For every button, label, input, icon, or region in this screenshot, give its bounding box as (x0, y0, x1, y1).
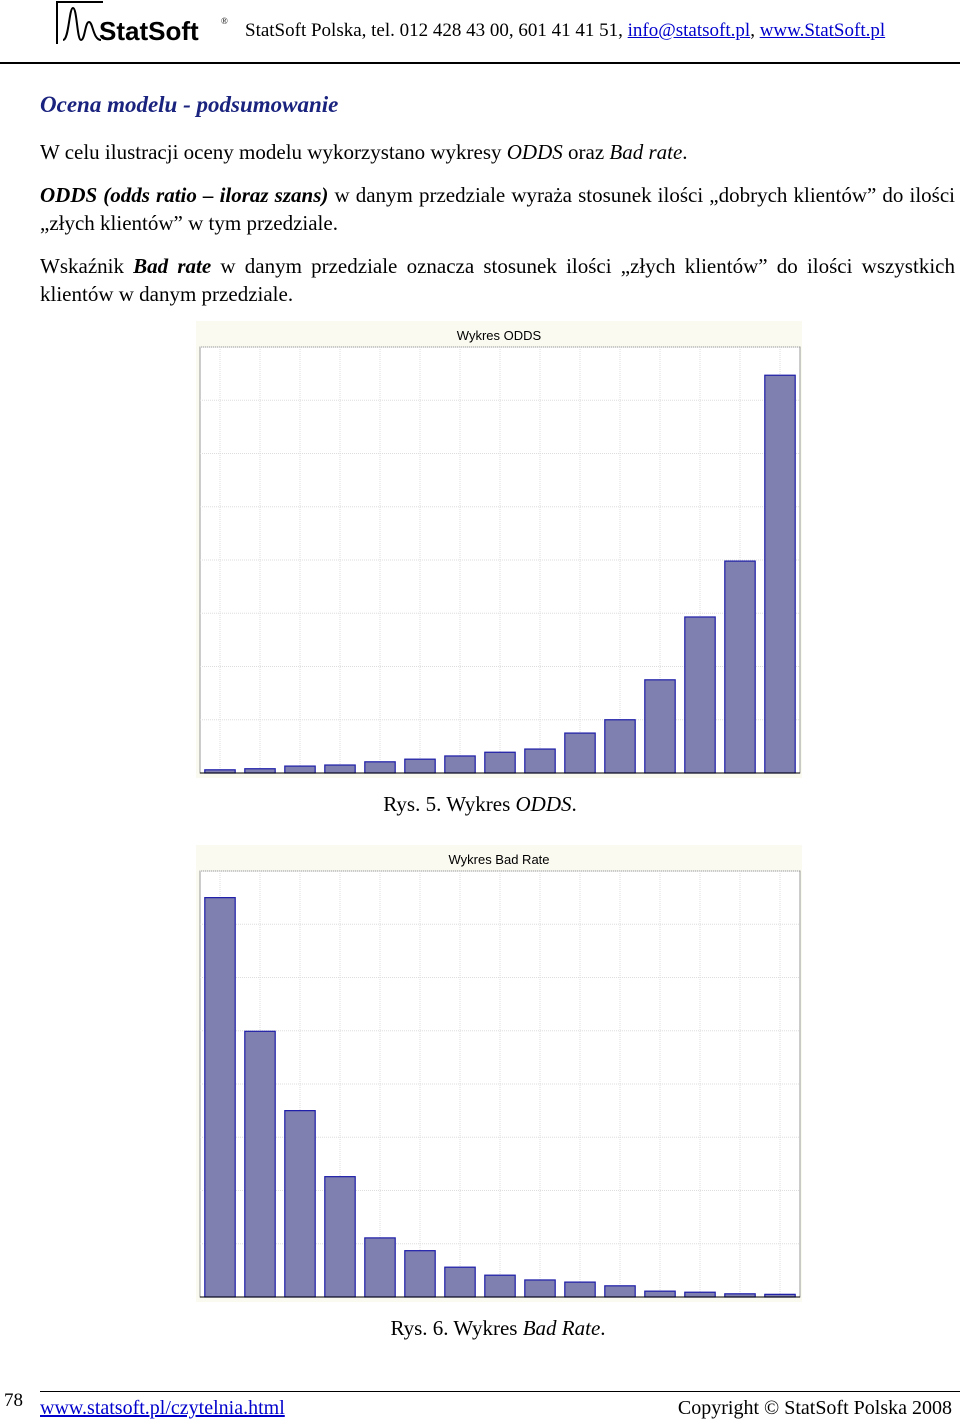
caption: Rys. 6. Wykres Bad Rate. (0, 1316, 960, 1341)
text: Rys. 6. Wykres (390, 1316, 523, 1340)
paragraph: Wskaźnik Bad rate w danym przedziale ozn… (40, 252, 955, 308)
logo: StatSoft ® (55, 0, 230, 48)
chart-title: Wykres ODDS (457, 328, 542, 343)
bar (764, 374, 796, 774)
bar (524, 1279, 556, 1298)
separator: , (750, 20, 760, 41)
bar (404, 758, 436, 774)
logo-text: StatSoft (99, 16, 199, 46)
bar (444, 1266, 476, 1298)
bar (644, 679, 676, 774)
bar (524, 748, 556, 774)
bar (364, 1237, 396, 1298)
text: . (682, 140, 688, 164)
page-number: 78 (4, 1390, 23, 1411)
text: w danym przedziale oznacza stosunek iloś… (40, 254, 955, 306)
bar (684, 616, 716, 774)
header-rule (0, 62, 960, 64)
bar (564, 732, 596, 774)
bar (324, 764, 356, 774)
bar (724, 560, 756, 774)
bar (284, 765, 316, 774)
bar (364, 761, 396, 774)
contact-text: StatSoft Polska, tel. 012 428 43 00, 601… (245, 20, 628, 41)
text: Wskaźnik (40, 254, 134, 278)
web-link[interactable]: www.StatSoft.pl (759, 20, 886, 41)
paragraph: W celu ilustracji oceny modelu wykorzyst… (40, 138, 955, 166)
chart: Wykres Bad Rate (196, 845, 802, 1302)
bar (204, 897, 236, 1298)
bar (604, 719, 636, 774)
bar (604, 1285, 636, 1298)
text: . (571, 792, 577, 816)
text: Bad Rate (522, 1316, 601, 1340)
text: oraz (562, 140, 610, 164)
text: ODDS (515, 792, 572, 816)
bar (684, 1291, 716, 1298)
chart-title: Wykres Bad Rate (448, 852, 549, 867)
paragraph: ODDS (odds ratio – iloraz szans) w danym… (40, 181, 955, 237)
email-link[interactable]: info@statsoft.pl (627, 20, 751, 41)
bar (644, 1290, 676, 1298)
footer-link[interactable]: www.statsoft.pl/czytelnia.html (40, 1397, 285, 1419)
text: ODDS (506, 140, 563, 164)
logo-icon (56, 1, 103, 44)
bar (244, 1030, 276, 1298)
bar (284, 1110, 316, 1298)
text: . (600, 1316, 606, 1340)
bar (564, 1281, 596, 1298)
text: Bad rate (609, 140, 683, 164)
footer-rule (40, 1391, 960, 1392)
bar (484, 1274, 516, 1298)
heading: Ocena modelu - podsumowanie (40, 92, 339, 117)
bar (444, 755, 476, 774)
chart: Wykres ODDS (196, 321, 802, 778)
bar (404, 1250, 436, 1298)
logo-mark: ® (221, 16, 228, 26)
header-contact: StatSoft Polska, tel. 012 428 43 00, 601… (245, 20, 885, 42)
text: w danym przedziale wyraża stosunek ilośc… (40, 183, 955, 235)
caption: Rys. 5. Wykres ODDS. (0, 792, 960, 817)
bar (244, 768, 276, 774)
copyright: Copyright © StatSoft Polska 2008 (677, 1397, 952, 1419)
text: Rys. 5. Wykres (383, 792, 516, 816)
text: W celu ilustracji oceny modelu wykorzyst… (40, 140, 507, 164)
bar (484, 751, 516, 774)
bar (324, 1176, 356, 1298)
text: ODDS (odds ratio – iloraz szans) (40, 183, 329, 207)
text: Bad rate (133, 254, 212, 278)
